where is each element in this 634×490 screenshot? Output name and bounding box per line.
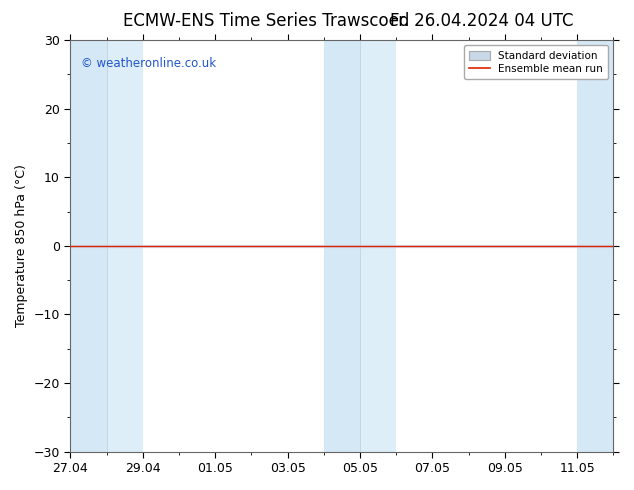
Bar xyxy=(107,40,143,452)
Text: ECMW-ENS Time Series Trawscoed: ECMW-ENS Time Series Trawscoed xyxy=(123,12,410,30)
Bar xyxy=(70,40,107,452)
Bar xyxy=(577,40,614,452)
Text: © weatheronline.co.uk: © weatheronline.co.uk xyxy=(81,57,216,70)
Legend: Standard deviation, Ensemble mean run: Standard deviation, Ensemble mean run xyxy=(464,46,608,79)
Bar xyxy=(360,40,396,452)
Bar xyxy=(324,40,360,452)
Text: Fr. 26.04.2024 04 UTC: Fr. 26.04.2024 04 UTC xyxy=(390,12,574,30)
Y-axis label: Temperature 850 hPa (°C): Temperature 850 hPa (°C) xyxy=(15,165,28,327)
